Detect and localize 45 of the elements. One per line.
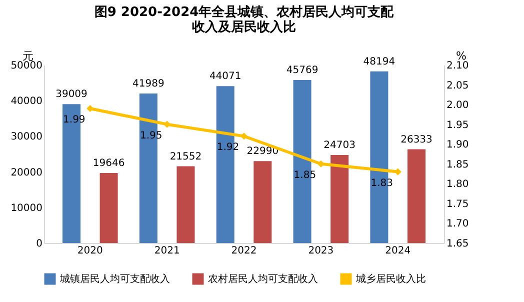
point (164, 120, 171, 128)
chart-title: 图9 2020-2024年全县城镇、农村居民人均可支配收入及居民收入比 (94, 5, 395, 35)
data-label: 21552 (170, 151, 202, 162)
y2-tick-label: 1.70 (446, 218, 469, 230)
x-tick-label: 2022 (231, 246, 257, 256)
y-tick-label: 0 (36, 238, 42, 250)
x-tick-label: 2020 (77, 246, 103, 256)
y-tick-label: 10000 (10, 202, 42, 214)
data-label: 24703 (324, 140, 356, 152)
bar (100, 173, 118, 243)
bar (330, 155, 349, 243)
data-label: 26333 (400, 134, 432, 146)
y2-tick-label: 1.75 (446, 198, 469, 210)
x-tick-label: 2024 (385, 246, 411, 256)
data-label: 44071 (209, 71, 242, 82)
y2-tick-label: 2.10 (446, 60, 469, 72)
data-label: 39009 (56, 89, 88, 100)
y-tick-label: 40000 (10, 96, 42, 108)
data-label: 19646 (92, 158, 125, 170)
bar (254, 161, 272, 243)
bar (176, 166, 195, 243)
y2-tick-label: 1.65 (446, 238, 469, 250)
y2-tick-label: 1.85 (446, 159, 469, 170)
data-label: 48194 (363, 56, 396, 68)
data-label: 41989 (132, 78, 164, 90)
y2-tick-label: 2.05 (446, 80, 469, 92)
point (240, 132, 248, 140)
legend-label: 城镇居民人均可支配收入 (59, 273, 170, 285)
y-tick-label: 50000 (10, 60, 42, 72)
legend-label: 城乡居民收入比 (355, 273, 426, 285)
data-label: 45769 (286, 65, 318, 76)
y-tick-label: 20000 (10, 167, 42, 178)
y2-tick-label: 1.95 (446, 120, 469, 131)
y-axis-title: 元 (22, 50, 34, 62)
point (86, 104, 94, 112)
y2-axis-title: % (456, 50, 466, 62)
y2-tick-label: 1.80 (446, 179, 469, 190)
legend-label: 农村居民人均可支配收入 (208, 273, 318, 285)
x-tick-label: 2023 (308, 246, 334, 256)
x-tick-label: 2021 (154, 246, 180, 256)
point (317, 160, 324, 168)
y2-tick-label: 1.90 (446, 140, 469, 151)
bar (407, 149, 426, 243)
y-tick-label: 30000 (10, 132, 42, 143)
y2-tick-label: 2.00 (446, 100, 469, 112)
